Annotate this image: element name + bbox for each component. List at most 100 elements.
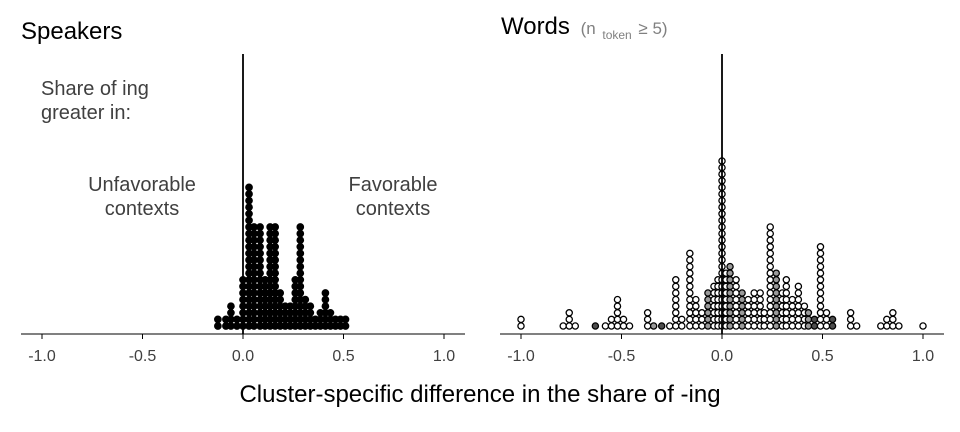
panel-subtitle-suffix: ≥ 5) [638, 19, 667, 38]
data-dot [643, 309, 652, 317]
data-dot [571, 322, 580, 330]
data-dot [692, 315, 700, 324]
data-dot [750, 315, 758, 324]
data-dot [738, 309, 746, 317]
data-dot [744, 322, 752, 330]
data-dot [271, 262, 280, 271]
data-dot [782, 309, 791, 317]
data-dot [810, 315, 819, 324]
data-dot [895, 322, 903, 330]
data-dot [794, 315, 803, 324]
data-dot [772, 282, 781, 291]
data-dot [766, 295, 774, 304]
data-dot [271, 242, 280, 251]
data-dot [321, 295, 330, 304]
data-dot [256, 229, 264, 238]
data-dot [782, 295, 791, 304]
x-tick-label: 0.0 [232, 348, 254, 365]
x-tick-label: -1.0 [507, 348, 535, 365]
data-dot [732, 295, 740, 304]
data-dot [766, 289, 774, 297]
data-dot [245, 209, 253, 218]
data-dot [816, 249, 825, 258]
data-dot [822, 322, 831, 330]
data-dot [692, 302, 700, 310]
data-dot [686, 322, 694, 330]
data-dot [686, 289, 694, 297]
data-dot [766, 309, 774, 317]
data-dot [726, 322, 734, 330]
x-axis-label: Cluster-specific difference in the share… [239, 381, 720, 408]
data-dot [766, 243, 774, 251]
data-dot [726, 302, 734, 310]
data-dot [565, 315, 573, 324]
data-dot [726, 282, 734, 291]
annotation-unfavorable-line-2: contexts [105, 198, 179, 220]
data-dot [756, 302, 764, 310]
data-dot [738, 289, 746, 297]
data-dot [296, 223, 305, 231]
data-dot [686, 282, 694, 291]
data-dot [750, 289, 758, 297]
data-dot [846, 309, 855, 317]
data-dot [772, 322, 781, 330]
data-dot [517, 315, 525, 324]
data-dot [657, 322, 666, 330]
data-dot [846, 315, 855, 324]
data-dot [782, 302, 791, 310]
data-dot [686, 295, 694, 304]
data-dot [804, 322, 813, 330]
data-dot [816, 282, 825, 291]
data-dot [726, 276, 734, 284]
data-dot [341, 322, 350, 330]
data-dot [744, 295, 752, 304]
panel-speakers: Speakers Share of ing greater in: Unfavo… [21, 18, 465, 365]
data-dot [692, 322, 700, 330]
data-dot [686, 315, 694, 324]
data-dot [919, 322, 927, 330]
x-tick-label: -1.0 [28, 348, 56, 365]
data-dot [698, 309, 706, 317]
data-dot [306, 302, 315, 311]
annotation-title-line-1: Share of ing [41, 78, 149, 100]
data-dot [256, 269, 264, 278]
data-dot [245, 190, 253, 198]
annotation-favorable-line-2: contexts [356, 198, 430, 220]
data-dot [672, 295, 680, 304]
data-dot [296, 282, 305, 291]
data-dot [788, 302, 797, 310]
data-dot [619, 322, 628, 330]
data-dot [678, 315, 686, 324]
data-dot [678, 322, 686, 330]
data-dot [704, 295, 712, 304]
data-dot [782, 322, 791, 330]
data-dot [296, 269, 305, 278]
data-dot [828, 315, 837, 324]
data-dot [766, 322, 774, 330]
data-dot [214, 315, 222, 324]
data-dot [782, 289, 791, 297]
data-dot [766, 256, 774, 264]
data-dot [271, 223, 280, 231]
x-tick-label: -0.5 [608, 348, 636, 365]
data-dot [816, 322, 825, 330]
data-dot [750, 302, 758, 310]
data-dot [816, 243, 825, 251]
data-dot [296, 262, 305, 271]
data-dot [704, 322, 712, 330]
data-dot [613, 302, 622, 310]
data-dot [619, 315, 628, 324]
data-dot [800, 302, 809, 310]
dot-layer-speakers [214, 183, 350, 330]
data-dot [744, 309, 752, 317]
data-dot [744, 315, 752, 324]
data-dot [788, 322, 797, 330]
data-dot [732, 276, 740, 284]
data-dot [613, 309, 622, 317]
data-dot [772, 302, 781, 310]
panel-title-speakers: Speakers [21, 18, 122, 45]
data-dot [625, 322, 634, 330]
data-dot [245, 203, 253, 212]
data-dot [591, 322, 600, 330]
